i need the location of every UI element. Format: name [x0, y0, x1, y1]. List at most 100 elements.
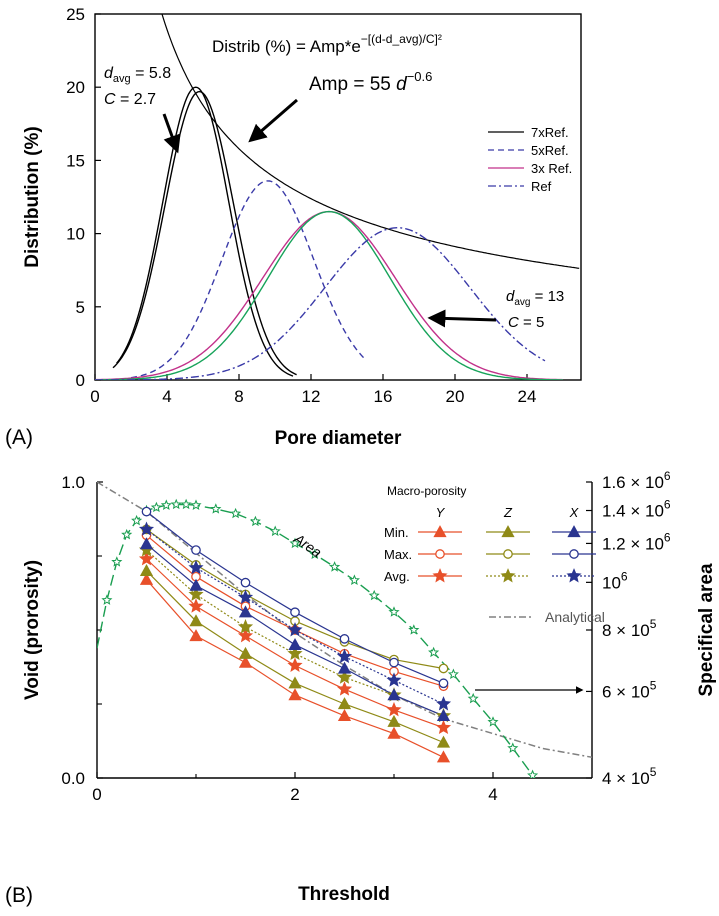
chart-a-y-tick-label: 25: [66, 5, 85, 24]
chart-b-area-point: [121, 528, 133, 540]
chart-b-area-point: [348, 574, 360, 585]
chart-b-point-0: [139, 572, 154, 585]
chart-b-y-tick-label: 0.0: [61, 769, 85, 788]
chart-b-point-7: [290, 607, 300, 618]
chart-b-point-7: [438, 678, 449, 689]
chart-a-envelope-curve: [161, 14, 580, 269]
chart-b-point-7: [240, 577, 251, 588]
legend-b-analytical-label: Analytical: [545, 609, 605, 625]
chart-b-area-point: [289, 537, 301, 549]
chart-a-legend: 7xRef. 5xRef. 3x Ref. Ref: [488, 125, 572, 194]
chart-a-note-right-davg: davg = 13: [506, 288, 564, 308]
chart-b-point-7: [191, 545, 201, 555]
chart-b-area-point: [101, 594, 113, 605]
chart-a-series-line-3-0: [95, 210, 563, 380]
chart-b-point-5: [188, 586, 204, 601]
chart-b-y-label: Void (prorosity): [22, 560, 43, 700]
chart-a-y-tick-label: 15: [66, 151, 85, 170]
legend-b-marker-0: [433, 525, 447, 538]
chart-a-ticks: 0 4 8 12 16 20 24 0 5 10 15 20 25: [66, 5, 536, 406]
chart-b-point-6: [436, 708, 451, 721]
chart-b-point-2: [336, 681, 353, 696]
legend-a-label-7xref: 7xRef.: [531, 125, 569, 140]
legend-b-marker-7: [569, 549, 579, 559]
chart-b-area-point: [447, 668, 459, 680]
chart-b-point-2: [435, 719, 452, 735]
chart-b-point-8: [287, 622, 303, 637]
chart-b-y2-tick-label: 6 × 105: [602, 678, 657, 701]
chart-a-x-tick-label: 8: [234, 387, 243, 406]
chart-b-point-2: [386, 701, 402, 717]
legend-b-marker-5: [500, 568, 516, 583]
legend-b-marks: [418, 525, 596, 583]
chart-b-area-point: [329, 561, 341, 572]
legend-b-col-z: Z: [503, 505, 513, 520]
chart-b-y2-tick-label: 4 × 105: [602, 765, 657, 788]
chart-b-y2-tick-label: 1.6 × 106: [602, 469, 671, 492]
chart-a-series-line-4-0: [95, 226, 546, 380]
chart-b-point-0: [288, 688, 302, 701]
chart-b-area-point: [150, 501, 162, 513]
chart-b-x-tick-label: 0: [92, 785, 101, 804]
legend-a-label-ref: Ref: [531, 179, 552, 194]
chart-a-series-line-0-1: [116, 86, 294, 377]
chart-b-point-6: [337, 661, 352, 674]
chart-b-area-line: [97, 503, 534, 776]
chart-b-area-point: [368, 589, 380, 601]
legend-b-row-max: Max.: [384, 547, 412, 562]
chart-b-point-2: [237, 627, 254, 643]
chart-b-area-point: [210, 503, 222, 514]
chart-b-point-2: [138, 551, 155, 566]
legend-a-label-5xref: 5xRef.: [531, 143, 569, 158]
chart-a-x-label: Pore diameter: [275, 428, 402, 449]
legend-a-label-3xref: 3x Ref.: [531, 161, 572, 176]
legend-b-marker-8: [566, 568, 582, 583]
chart-a-x-tick-label: 24: [518, 387, 537, 406]
chart-b-area-point: [507, 742, 519, 753]
chart-b-y2-tick-label: 8 × 105: [602, 617, 657, 640]
chart-a-series-line-0-0: [112, 90, 297, 376]
chart-b-point-0: [238, 655, 253, 668]
chart-a-arrow-amp: [248, 98, 298, 143]
chart-b-area-point: [269, 525, 281, 537]
chart-b-point-8: [138, 521, 155, 536]
chart-b-area-point: [527, 769, 539, 778]
chart-a-y-tick-label: 20: [66, 78, 85, 97]
chart-a-y-tick-label: 0: [76, 371, 85, 390]
chart-b-area-point: [111, 556, 123, 567]
chart-b-point-3: [189, 614, 203, 627]
chart-a-note-right-c: C = 5: [508, 314, 544, 331]
chart-b-point-3: [238, 646, 253, 659]
chart-a-y-label: Distribution (%): [22, 126, 43, 267]
chart-b-panel-label: (B): [5, 884, 33, 907]
chart-b-point-6: [189, 578, 203, 591]
chart-a-panel-label: (A): [5, 426, 33, 449]
chart-b-area-point: [249, 515, 261, 527]
chart-b-y-tick-label: 1.0: [61, 473, 85, 492]
chart-b-point-8: [188, 559, 204, 575]
chart-b-area-point: [408, 624, 420, 635]
chart-b-area-point: [388, 606, 400, 617]
legend-b-marker-2: [432, 568, 448, 583]
chart-b-point-0: [189, 629, 203, 642]
chart-b-area-point: [309, 548, 321, 560]
legend-b-marker-4: [503, 549, 513, 559]
chart-b-area-point: [180, 498, 192, 510]
legend-b-marker-1: [435, 549, 445, 559]
chart-b-point-7: [141, 506, 152, 517]
chart-b-x-tick-label: 4: [488, 785, 497, 804]
chart-a-x-tick-label: 16: [374, 387, 393, 406]
chart-b-point-3: [436, 735, 451, 748]
chart-b-area-point: [190, 499, 202, 510]
chart-b-curves: [97, 482, 592, 778]
chart-b-point-2: [188, 598, 204, 613]
legend-b-marker-3: [501, 525, 515, 538]
chart-a-series-line-1-0: [130, 180, 366, 379]
chart-b-x-tick-label: 2: [290, 785, 299, 804]
chart-a-frame: [94, 13, 582, 381]
chart-a-arrow-left: [162, 113, 181, 154]
chart-a-series-line-2-0: [95, 210, 564, 380]
chart-a-x-tick-label: 20: [446, 387, 465, 406]
chart-a-x-tick-label: 4: [162, 387, 171, 406]
